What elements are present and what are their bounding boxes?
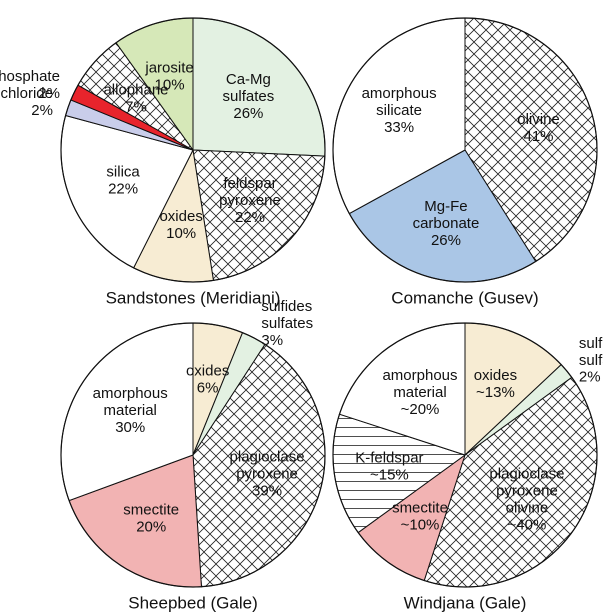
value-label: 22% <box>235 209 265 226</box>
chart-title: Sheepbed (Gale) <box>128 593 257 612</box>
value-label: 10% <box>166 225 196 242</box>
pie-outline <box>60 322 326 588</box>
chart-title: Windjana (Gale) <box>404 593 527 612</box>
slice-label: amorphous silicate <box>362 85 437 119</box>
value-label: 7% <box>125 98 147 115</box>
value-label: 3% <box>261 332 283 349</box>
slice-label: amorphous material <box>93 385 168 419</box>
slice-label: silica <box>106 164 140 181</box>
slice-label: allophane <box>103 81 168 98</box>
chart-title: Comanche (Gusev) <box>391 288 538 307</box>
value-label: 2% <box>31 102 53 119</box>
value-label: 20% <box>136 519 166 536</box>
value-label: 26% <box>233 105 263 122</box>
slice-label: Ca-Mg sulfates <box>223 71 275 105</box>
value-label: 26% <box>431 232 461 249</box>
slice-label: feldspar pyroxene <box>219 175 281 209</box>
value-label: ~13% <box>476 384 515 401</box>
value-label: 22% <box>108 181 138 198</box>
value-label: 2% <box>38 85 60 102</box>
slice-label: chloride <box>0 85 53 102</box>
slice-label: plagioclase pyroxene <box>230 448 305 482</box>
value-label: ~20% <box>401 401 440 418</box>
value-label: 6% <box>197 379 219 396</box>
slice-label: oxides <box>186 362 229 379</box>
value-label: ~40% <box>508 516 547 533</box>
value-label: 30% <box>115 419 145 436</box>
slice-label: Mg-Fe carbonate <box>413 198 480 232</box>
value-label: 41% <box>524 128 554 145</box>
slice-label: olivine <box>517 111 560 128</box>
value-label: 33% <box>384 119 414 136</box>
value-label: 2% <box>579 369 601 386</box>
value-label: 10% <box>155 77 185 94</box>
pie-outline <box>332 322 598 588</box>
slice-label: jarosite <box>144 60 193 77</box>
value-label: 39% <box>252 482 282 499</box>
slice-label: smectite <box>123 502 179 519</box>
slice-label: oxides <box>474 367 517 384</box>
pie-outline <box>60 17 326 283</box>
slice-label: phosphate <box>0 68 60 85</box>
slice-label: K-feldspar <box>355 449 423 466</box>
slice-label: plagioclase pyroxene olivine <box>489 465 564 516</box>
slice-label: oxides <box>159 208 202 225</box>
slice-label: amorphous material <box>382 367 457 401</box>
value-label: ~10% <box>401 516 440 533</box>
pie-outline <box>332 17 598 283</box>
chart-title: Sandstones (Meridiani) <box>106 288 281 307</box>
slice-label: smectite <box>392 499 448 516</box>
value-label: ~15% <box>370 466 409 483</box>
